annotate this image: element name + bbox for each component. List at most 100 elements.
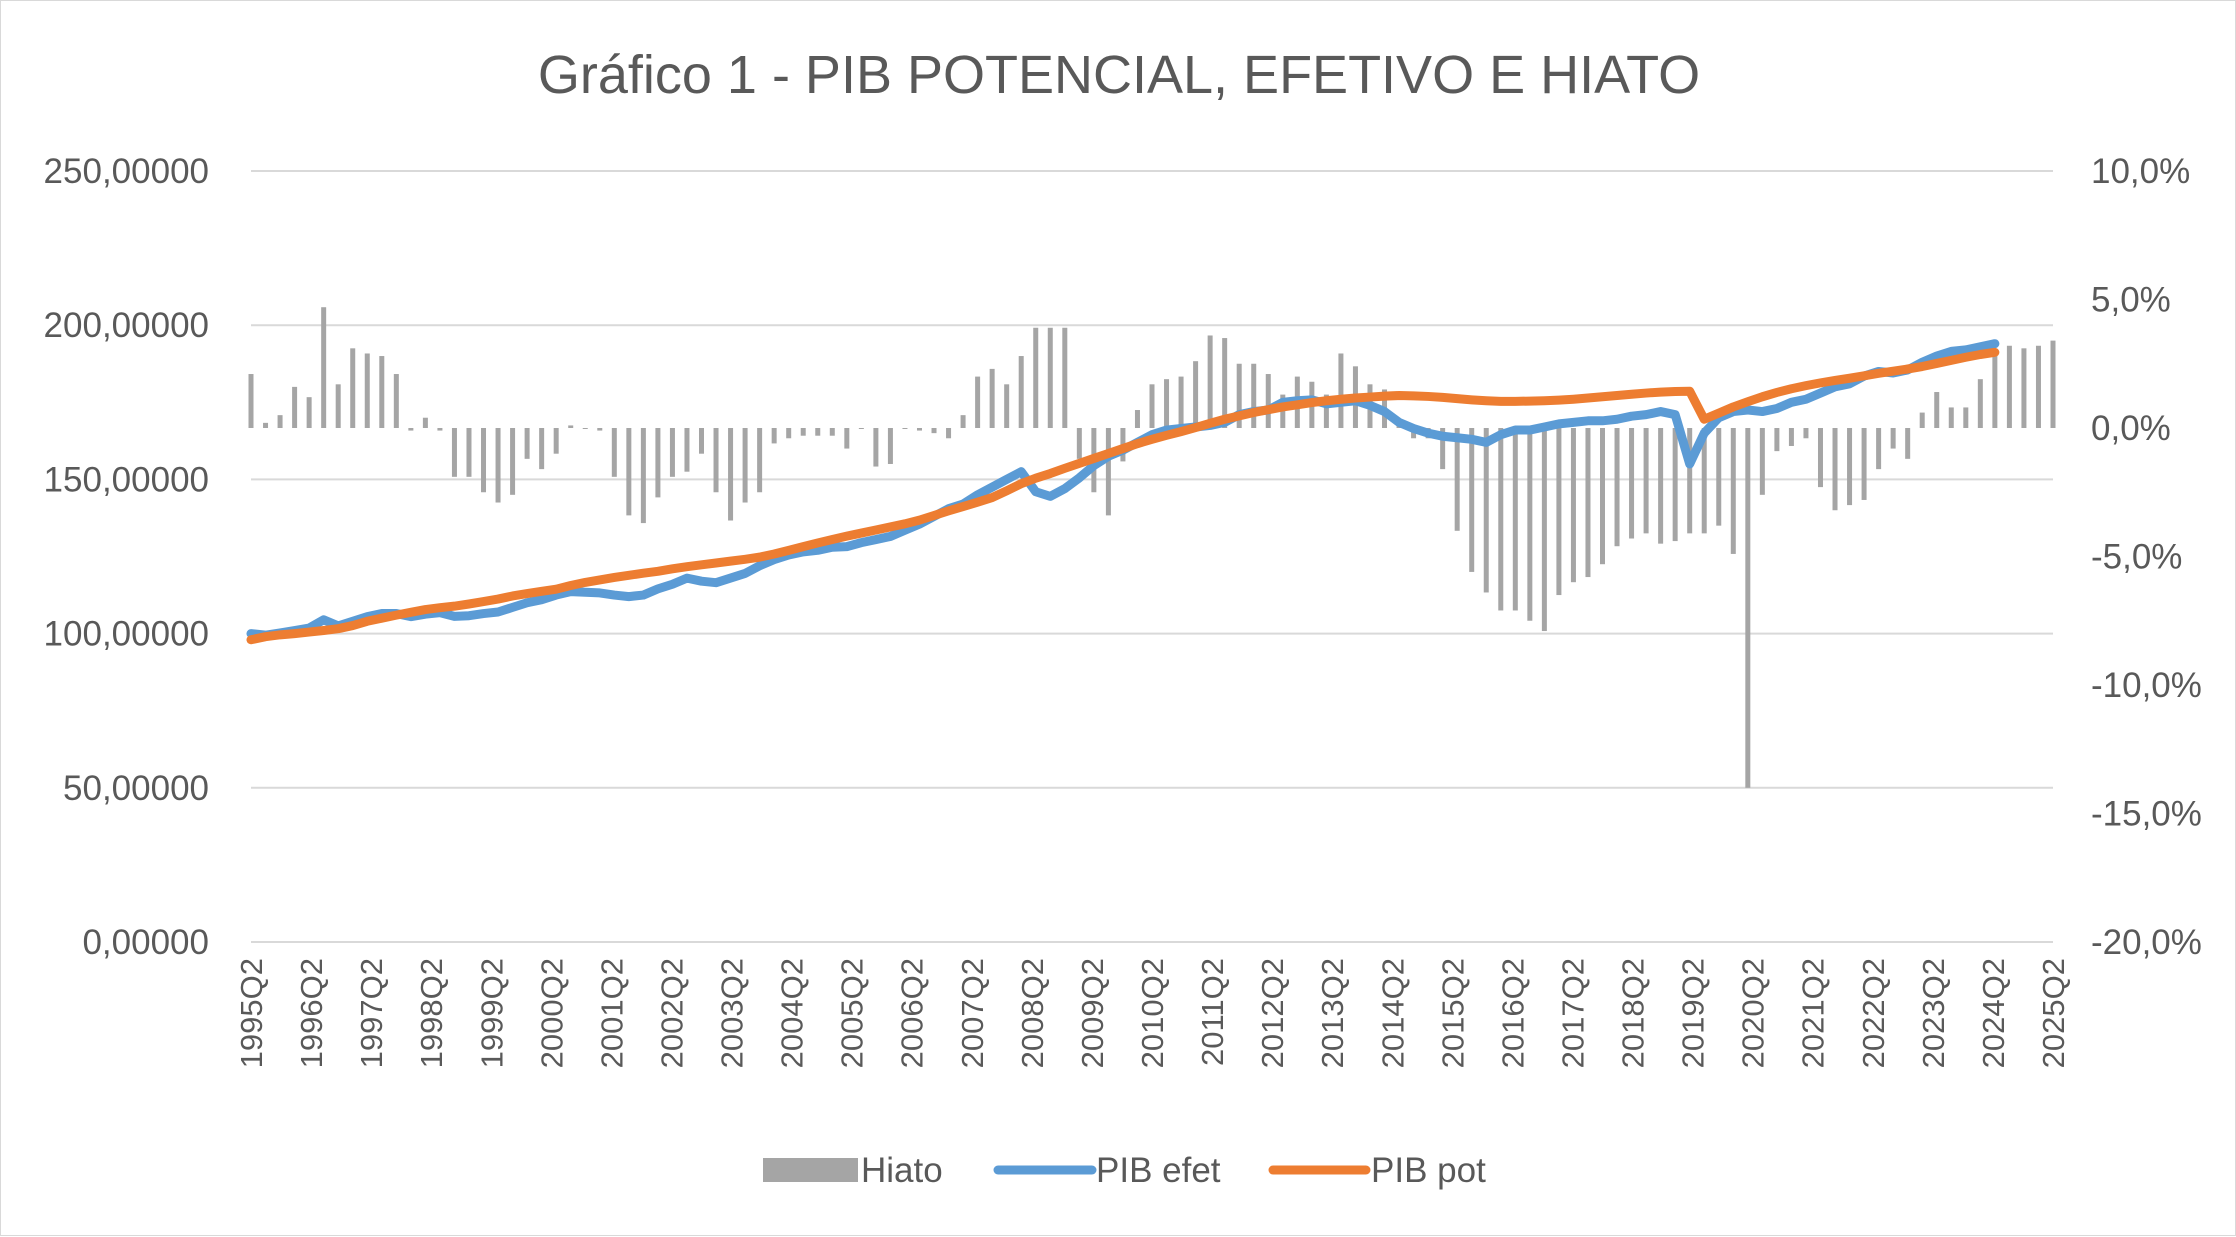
hiato-bar (321, 307, 327, 428)
hiato-bar (742, 428, 748, 503)
hiato-bar (728, 428, 734, 521)
hiato-bar (379, 356, 385, 428)
hiato-bar (1803, 428, 1809, 439)
hiato-bar (946, 428, 952, 439)
hiato-bar (1033, 327, 1039, 428)
hiato-bar (1861, 428, 1867, 500)
hiato-bar (1977, 379, 1983, 428)
hiato-bar (481, 428, 487, 493)
hiato-bar (553, 428, 559, 454)
hiato-bar (1701, 428, 1707, 534)
hiato-bar (263, 422, 269, 428)
x-tick-label: 2022Q2 (1856, 958, 1891, 1068)
hiato-bar (655, 428, 661, 498)
hiato-bar (1193, 361, 1199, 428)
x-tick-label: 2000Q2 (534, 958, 569, 1068)
hiato-bar (1672, 428, 1678, 542)
hiato-bar (539, 428, 545, 470)
x-tick-label: 1998Q2 (414, 958, 449, 1068)
hiato-bar (1527, 428, 1533, 621)
hiato-bar (844, 428, 850, 449)
hiato-bar (1251, 363, 1257, 428)
legend-label-hiato: Hiato (861, 1151, 943, 1190)
hiato-bar (1149, 384, 1155, 428)
x-tick-label: 2009Q2 (1075, 958, 1110, 1068)
y-right-tick-label: -5,0% (2091, 538, 2182, 577)
x-tick-label: 2021Q2 (1796, 958, 1831, 1068)
hiato-bar (771, 428, 777, 444)
hiato-bar (1265, 374, 1271, 428)
hiato-bar (1600, 428, 1605, 565)
x-tick-label: 2019Q2 (1676, 958, 1711, 1068)
hiato-bar (1207, 335, 1213, 428)
hiato-bar (568, 425, 574, 428)
hiato-bar (306, 397, 312, 428)
hiato-bar (2006, 345, 2012, 428)
hiato-bar (931, 428, 937, 434)
hiato-bar (524, 428, 530, 459)
hiato-bar (1047, 327, 1053, 428)
hiato-bar (1469, 428, 1475, 572)
hiato-bar (1905, 428, 1911, 459)
hiato-bar (669, 428, 675, 477)
hiato-bar (1629, 428, 1635, 539)
gridlines (251, 170, 2053, 943)
hiato-bar (1222, 338, 1228, 428)
x-tick-label: 2005Q2 (835, 958, 870, 1068)
left-axis-ticks: 250,00000 200,00000 150,00000 100,00000 50,0… (44, 152, 209, 962)
hiato-bar (815, 428, 821, 436)
hiato-bar (1817, 428, 1823, 488)
hiato-bar (495, 428, 501, 503)
hiato-bar (873, 428, 879, 467)
hiato-bar (582, 428, 588, 429)
hiato-bar (1556, 428, 1562, 596)
hiato-bar (626, 428, 632, 516)
hiato-bar (1541, 428, 1547, 632)
y-left-tick-label: 0,00000 (82, 923, 209, 962)
y-right-tick-label: 0,0% (2091, 409, 2171, 448)
x-tick-label: 2024Q2 (1976, 958, 2011, 1068)
hiato-bar (611, 428, 617, 477)
hiato-bar (1512, 428, 1518, 611)
hiato-bar (1454, 428, 1460, 531)
y-right-tick-label: 5,0% (2091, 281, 2171, 320)
hiato-bar (800, 428, 806, 436)
hiato-bar (640, 428, 646, 524)
x-tick-label: 2001Q2 (594, 958, 629, 1068)
y-left-tick-label: 100,00000 (44, 615, 209, 654)
hiato-bar (684, 428, 690, 472)
hiato-bar (2035, 345, 2041, 428)
x-tick-label: 2011Q2 (1195, 958, 1230, 1066)
hiato-bar (1134, 410, 1140, 428)
x-tick-label: 1997Q2 (354, 958, 389, 1068)
hiato-bar (989, 368, 995, 428)
hiato-bar (422, 417, 428, 428)
hiato-bar (757, 428, 763, 493)
y-right-tick-label: -10,0% (2091, 666, 2202, 705)
hiato-bar (1570, 428, 1576, 583)
x-tick-label: 2025Q2 (2036, 958, 2071, 1068)
hiato-bar (1876, 428, 1882, 470)
x-tick-label: 2016Q2 (1495, 958, 1530, 1068)
right-axis-ticks: 10,0% 5,0% 0,0% -5,0% -10,0% -15,0% -20,0% (2091, 152, 2202, 962)
x-tick-label: 2010Q2 (1135, 958, 1170, 1068)
hiato-bar (1890, 428, 1896, 449)
hiato-bar (829, 428, 835, 436)
hiato-bar (466, 428, 472, 477)
hiato-bar (1687, 428, 1693, 534)
hiato-bar (350, 348, 356, 428)
x-axis-ticks: 1995Q2 1996Q2 1997Q2 1998Q2 1999Q2 2000Q2 2001… (234, 958, 2071, 1068)
hiato-bar (2021, 348, 2027, 428)
chart-title: Gráfico 1 - PIB POTENCIAL, EFETIVO E HIA… (538, 45, 1700, 105)
hiato-bar (1614, 428, 1620, 547)
hiato-bar (437, 428, 443, 431)
x-tick-label: 2017Q2 (1555, 958, 1590, 1068)
hiato-bar (1730, 428, 1736, 554)
hiato-bar (887, 428, 893, 464)
hiato-bar (248, 374, 254, 428)
x-tick-label: 1999Q2 (474, 958, 509, 1068)
y-left-tick-label: 50,00000 (63, 769, 209, 808)
hiato-bar (1236, 363, 1242, 428)
hiato-bar (1643, 428, 1649, 534)
